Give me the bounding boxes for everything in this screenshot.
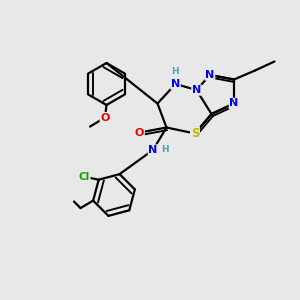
Text: N: N	[206, 70, 214, 80]
Text: O: O	[100, 112, 110, 123]
Text: O: O	[135, 128, 144, 138]
Text: N: N	[148, 145, 158, 155]
Text: N: N	[230, 98, 238, 109]
Text: N: N	[171, 79, 180, 89]
Text: Cl: Cl	[79, 172, 90, 182]
Text: N: N	[192, 85, 201, 95]
Text: S: S	[191, 127, 199, 140]
Text: H: H	[171, 67, 179, 76]
Text: H: H	[161, 145, 169, 154]
